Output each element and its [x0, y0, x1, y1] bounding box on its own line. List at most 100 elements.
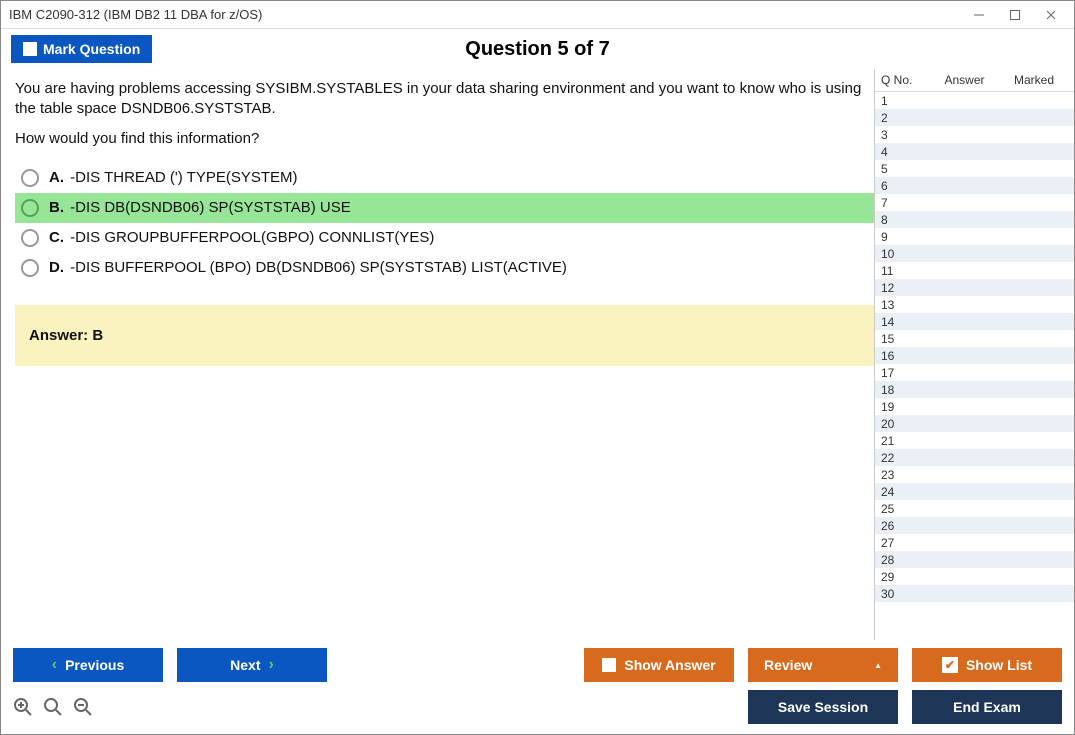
- qlist-row[interactable]: 19: [875, 398, 1074, 415]
- qlist-row[interactable]: 2: [875, 109, 1074, 126]
- question-list-sidebar: Q No. Answer Marked 12345678910111213141…: [874, 69, 1074, 640]
- radio-icon[interactable]: [21, 229, 39, 247]
- titlebar: IBM C2090-312 (IBM DB2 11 DBA for z/OS): [1, 1, 1074, 29]
- zoom-icon[interactable]: [43, 697, 63, 717]
- end-exam-button[interactable]: End Exam: [912, 690, 1062, 724]
- qlist-row[interactable]: 30: [875, 585, 1074, 602]
- qlist-number: 5: [881, 162, 911, 176]
- qlist-row[interactable]: 23: [875, 466, 1074, 483]
- qlist-row[interactable]: 25: [875, 500, 1074, 517]
- footer: ‹ Previous Next › Show Answer Review ▲ ✔…: [1, 640, 1074, 734]
- qlist-number: 14: [881, 315, 911, 329]
- qlist-row[interactable]: 29: [875, 568, 1074, 585]
- qlist-row[interactable]: 9: [875, 228, 1074, 245]
- option-label: D. -DIS BUFFERPOOL (BPO) DB(DSNDB06) SP(…: [49, 259, 567, 276]
- mark-question-button[interactable]: Mark Question: [11, 35, 152, 63]
- qlist-row[interactable]: 6: [875, 177, 1074, 194]
- option-label: A. -DIS THREAD (') TYPE(SYSTEM): [49, 169, 298, 186]
- show-answer-button[interactable]: Show Answer: [584, 648, 734, 682]
- show-list-button[interactable]: ✔ Show List: [912, 648, 1062, 682]
- show-answer-label: Show Answer: [624, 657, 715, 673]
- qlist-number: 15: [881, 332, 911, 346]
- triangle-up-icon: ▲: [874, 661, 882, 670]
- qlist-number: 30: [881, 587, 911, 601]
- qlist-row[interactable]: 5: [875, 160, 1074, 177]
- chevron-left-icon: ‹: [52, 656, 57, 674]
- qlist-row[interactable]: 14: [875, 313, 1074, 330]
- qlist-number: 2: [881, 111, 911, 125]
- options-list: A. -DIS THREAD (') TYPE(SYSTEM) B. -DIS D…: [15, 163, 874, 283]
- qlist-number: 1: [881, 94, 911, 108]
- radio-icon[interactable]: [21, 169, 39, 187]
- next-label: Next: [230, 657, 260, 673]
- toolbar: Mark Question Question 5 of 7: [1, 29, 1074, 69]
- option-row[interactable]: C. -DIS GROUPBUFFERPOOL(GBPO) CONNLIST(Y…: [15, 223, 874, 253]
- maximize-icon[interactable]: [1006, 6, 1024, 24]
- question-content: You are having problems accessing SYSIBM…: [1, 69, 874, 640]
- qlist-row[interactable]: 28: [875, 551, 1074, 568]
- option-row[interactable]: B. -DIS DB(DSNDB06) SP(SYSTSTAB) USE: [15, 193, 874, 223]
- window-controls: [970, 6, 1066, 24]
- qlist-row[interactable]: 4: [875, 143, 1074, 160]
- question-list[interactable]: 1234567891011121314151617181920212223242…: [875, 91, 1074, 640]
- sidebar-header: Q No. Answer Marked: [875, 69, 1074, 91]
- qlist-number: 10: [881, 247, 911, 261]
- qlist-number: 9: [881, 230, 911, 244]
- qlist-row[interactable]: 24: [875, 483, 1074, 500]
- qlist-number: 27: [881, 536, 911, 550]
- option-row[interactable]: D. -DIS BUFFERPOOL (BPO) DB(DSNDB06) SP(…: [15, 253, 874, 283]
- qlist-row[interactable]: 17: [875, 364, 1074, 381]
- qlist-row[interactable]: 15: [875, 330, 1074, 347]
- previous-button[interactable]: ‹ Previous: [13, 648, 163, 682]
- col-answer: Answer: [921, 73, 1008, 87]
- qlist-number: 19: [881, 400, 911, 414]
- qlist-row[interactable]: 8: [875, 211, 1074, 228]
- qlist-number: 6: [881, 179, 911, 193]
- qlist-row[interactable]: 13: [875, 296, 1074, 313]
- zoom-in-icon[interactable]: [13, 697, 33, 717]
- footer-row-1: ‹ Previous Next › Show Answer Review ▲ ✔…: [13, 648, 1062, 682]
- col-marked: Marked: [1008, 73, 1068, 87]
- qlist-row[interactable]: 1: [875, 92, 1074, 109]
- qlist-row[interactable]: 21: [875, 432, 1074, 449]
- question-text: You are having problems accessing SYSIBM…: [15, 79, 874, 120]
- next-button[interactable]: Next ›: [177, 648, 327, 682]
- zoom-out-icon[interactable]: [73, 697, 93, 717]
- qlist-number: 17: [881, 366, 911, 380]
- save-session-button[interactable]: Save Session: [748, 690, 898, 724]
- chevron-right-icon: ›: [269, 656, 274, 674]
- end-exam-label: End Exam: [953, 699, 1021, 715]
- qlist-row[interactable]: 27: [875, 534, 1074, 551]
- close-icon[interactable]: [1042, 6, 1060, 24]
- radio-icon[interactable]: [21, 199, 39, 217]
- qlist-number: 28: [881, 553, 911, 567]
- option-row[interactable]: A. -DIS THREAD (') TYPE(SYSTEM): [15, 163, 874, 193]
- qlist-row[interactable]: 7: [875, 194, 1074, 211]
- qlist-row[interactable]: 26: [875, 517, 1074, 534]
- qlist-number: 22: [881, 451, 911, 465]
- qlist-row[interactable]: 11: [875, 262, 1074, 279]
- qlist-row[interactable]: 16: [875, 347, 1074, 364]
- col-qno: Q No.: [881, 73, 921, 87]
- qlist-number: 8: [881, 213, 911, 227]
- qlist-number: 29: [881, 570, 911, 584]
- qlist-row[interactable]: 10: [875, 245, 1074, 262]
- qlist-number: 24: [881, 485, 911, 499]
- qlist-row[interactable]: 20: [875, 415, 1074, 432]
- review-button[interactable]: Review ▲: [748, 648, 898, 682]
- option-label: C. -DIS GROUPBUFFERPOOL(GBPO) CONNLIST(Y…: [49, 229, 434, 246]
- checkbox-icon: [602, 658, 616, 672]
- qlist-row[interactable]: 12: [875, 279, 1074, 296]
- mark-question-label: Mark Question: [43, 41, 140, 57]
- minimize-icon[interactable]: [970, 6, 988, 24]
- radio-icon[interactable]: [21, 259, 39, 277]
- qlist-number: 20: [881, 417, 911, 431]
- answer-box: Answer: B: [15, 305, 874, 366]
- qlist-number: 16: [881, 349, 911, 363]
- qlist-row[interactable]: 22: [875, 449, 1074, 466]
- qlist-number: 13: [881, 298, 911, 312]
- qlist-number: 25: [881, 502, 911, 516]
- qlist-row[interactable]: 3: [875, 126, 1074, 143]
- qlist-row[interactable]: 18: [875, 381, 1074, 398]
- review-label: Review: [764, 657, 812, 673]
